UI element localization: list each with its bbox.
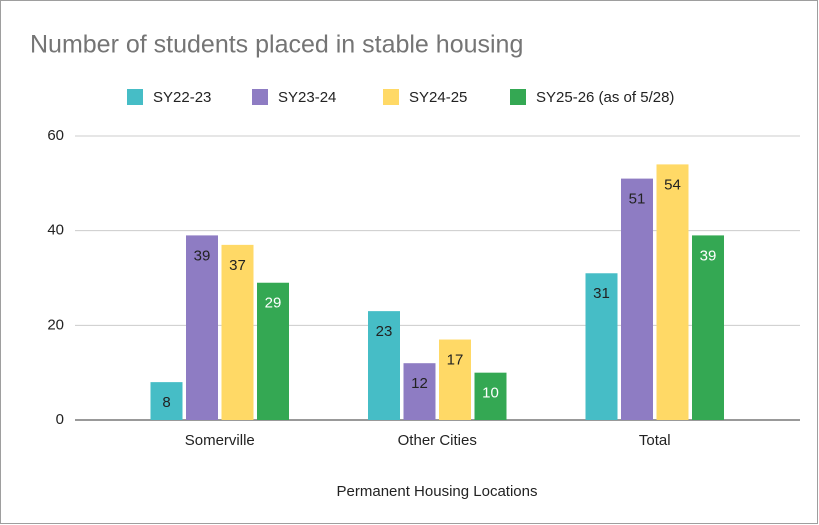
bar [585,273,618,420]
legend-swatch [252,89,268,105]
data-label: 10 [482,385,499,402]
bar [186,235,218,420]
bar [692,235,724,420]
data-label: 51 [629,191,646,208]
x-tick-label: Total [639,432,671,449]
data-label: 8 [162,394,170,411]
data-label: 54 [664,176,681,193]
bar [621,178,653,420]
data-label: 12 [411,375,428,392]
data-label: 23 [376,323,393,340]
y-tick-label: 0 [56,411,64,428]
x-tick-label: Other Cities [398,432,477,449]
bar [150,382,183,420]
y-tick-label: 20 [47,316,64,333]
bar [368,311,400,420]
data-label: 17 [447,352,464,369]
y-tick-label: 60 [47,127,64,144]
legend-label: SY22-23 [153,89,211,106]
bar [257,282,289,420]
bar [474,372,507,420]
legend-label: SY24-25 [409,89,467,106]
x-axis-title: Permanent Housing Locations [337,483,538,500]
legend-label: SY25-26 (as of 5/28) [536,89,674,106]
data-label: 39 [194,247,211,264]
chart-title: Number of students placed in stable hous… [30,31,523,59]
data-label: 31 [593,285,610,302]
legend-swatch [127,89,143,105]
bar [221,244,254,420]
bar [439,339,471,420]
legend-label: SY23-24 [278,89,336,106]
bar [656,164,689,420]
legend-swatch [510,89,526,105]
data-label: 29 [265,295,282,312]
data-label: 39 [700,247,717,264]
bar [403,363,436,420]
legend-swatch [383,89,399,105]
y-tick-label: 40 [47,222,64,239]
x-tick-label: Somerville [185,432,255,449]
data-label: 37 [229,257,246,274]
